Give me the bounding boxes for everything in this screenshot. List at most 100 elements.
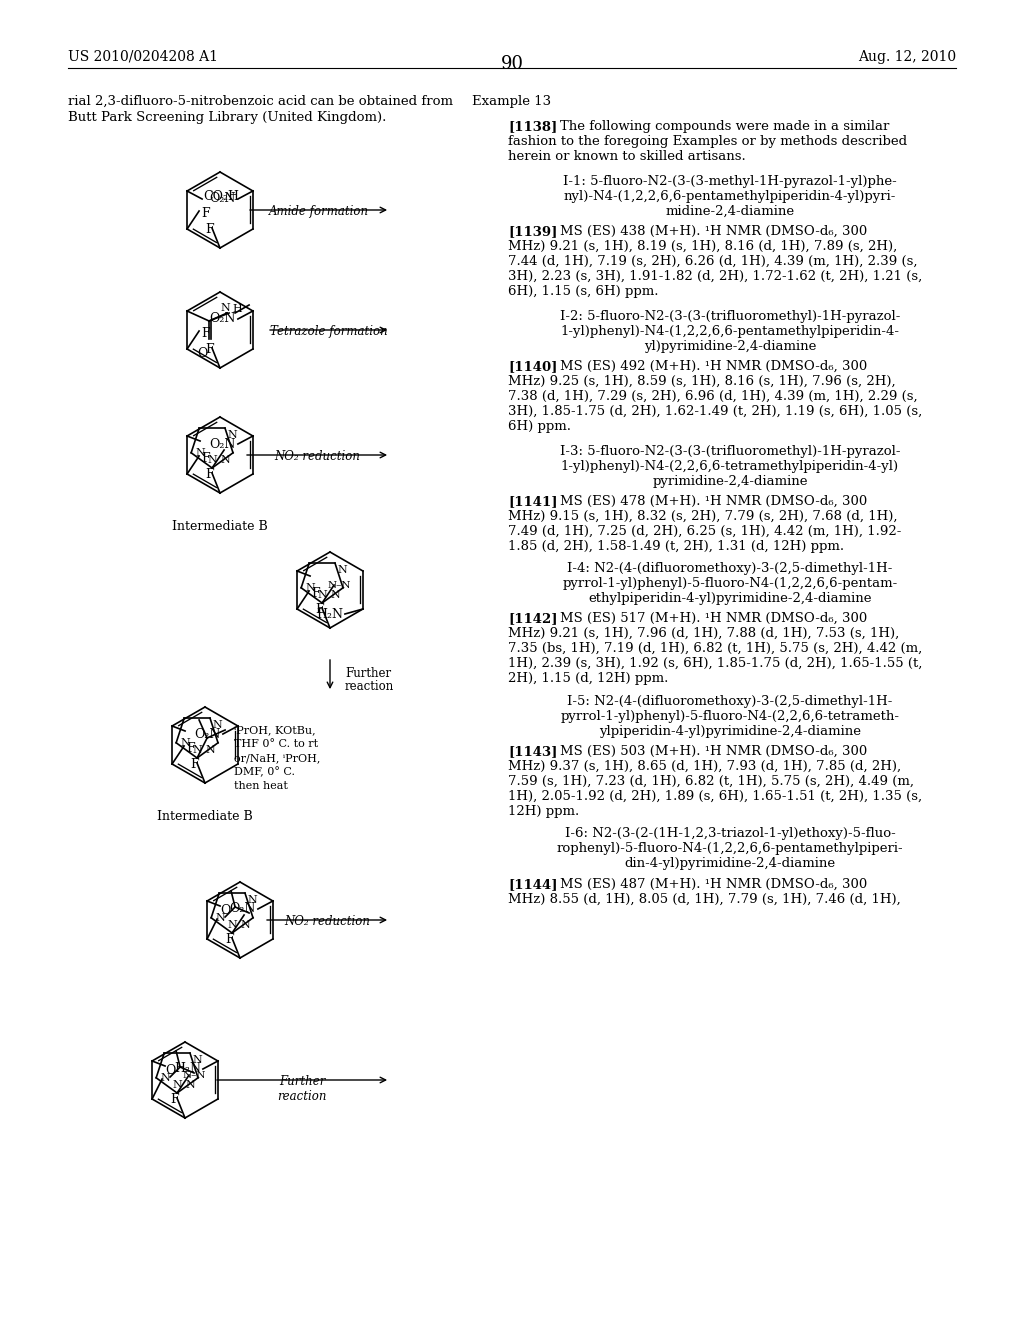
Text: H₂N: H₂N: [174, 1063, 201, 1076]
Text: 7.44 (d, 1H), 7.19 (s, 2H), 6.26 (d, 1H), 4.39 (m, 1H), 2.39 (s,: 7.44 (d, 1H), 7.19 (s, 2H), 6.26 (d, 1H)…: [508, 255, 918, 268]
Text: 90: 90: [501, 55, 523, 73]
Text: 7.59 (s, 1H), 7.23 (d, 1H), 6.82 (t, 1H), 5.75 (s, 2H), 4.49 (m,: 7.59 (s, 1H), 7.23 (d, 1H), 6.82 (t, 1H)…: [508, 775, 914, 788]
Text: din-4-yl)pyrimidine-2,4-diamine: din-4-yl)pyrimidine-2,4-diamine: [625, 857, 836, 870]
Text: Aug. 12, 2010: Aug. 12, 2010: [858, 50, 956, 63]
Text: 7.38 (d, 1H), 7.29 (s, 2H), 6.96 (d, 1H), 4.39 (m, 1H), 2.29 (s,: 7.38 (d, 1H), 7.29 (s, 2H), 6.96 (d, 1H)…: [508, 389, 918, 403]
Text: MHz) 9.25 (s, 1H), 8.59 (s, 1H), 8.16 (s, 1H), 7.96 (s, 2H),: MHz) 9.25 (s, 1H), 8.59 (s, 1H), 8.16 (s…: [508, 375, 896, 388]
Text: N: N: [331, 590, 340, 599]
Text: 3H), 1.85-1.75 (d, 2H), 1.62-1.49 (t, 2H), 1.19 (s, 6H), 1.05 (s,: 3H), 1.85-1.75 (d, 2H), 1.62-1.49 (t, 2H…: [508, 405, 923, 418]
Text: or/NaH, ⁱPrOH,: or/NaH, ⁱPrOH,: [234, 752, 321, 763]
Text: O₂N: O₂N: [210, 193, 236, 206]
Text: MS (ES) 517 (M+H). ¹H NMR (DMSO-d₆, 300: MS (ES) 517 (M+H). ¹H NMR (DMSO-d₆, 300: [560, 612, 867, 624]
Text: 1H), 2.39 (s, 3H), 1.92 (s, 6H), 1.85-1.75 (d, 2H), 1.65-1.55 (t,: 1H), 2.39 (s, 3H), 1.92 (s, 6H), 1.85-1.…: [508, 657, 923, 671]
Text: NO₂ reduction: NO₂ reduction: [284, 915, 370, 928]
Text: MS (ES) 478 (M+H). ¹H NMR (DMSO-d₆, 300: MS (ES) 478 (M+H). ¹H NMR (DMSO-d₆, 300: [560, 495, 867, 508]
Text: 1.85 (d, 2H), 1.58-1.49 (t, 2H), 1.31 (d, 12H) ppm.: 1.85 (d, 2H), 1.58-1.49 (t, 2H), 1.31 (d…: [508, 540, 844, 553]
Text: MS (ES) 487 (M+H). ¹H NMR (DMSO-d₆, 300: MS (ES) 487 (M+H). ¹H NMR (DMSO-d₆, 300: [560, 878, 867, 891]
Text: Further: Further: [345, 667, 391, 680]
Text: 7.49 (d, 1H), 7.25 (d, 2H), 6.25 (s, 1H), 4.42 (m, 1H), 1.92-: 7.49 (d, 1H), 7.25 (d, 2H), 6.25 (s, 1H)…: [508, 525, 901, 539]
Text: Tetrazole formation: Tetrazole formation: [269, 325, 387, 338]
Text: [1144]: [1144]: [508, 878, 557, 891]
Text: N: N: [337, 565, 347, 576]
Text: Intermediate B: Intermediate B: [157, 810, 253, 822]
Text: 1-yl)phenyl)-N4-(1,2,2,6,6-pentamethylpiperidin-4-: 1-yl)phenyl)-N4-(1,2,2,6,6-pentamethylpi…: [560, 325, 899, 338]
Text: F: F: [315, 603, 325, 616]
Text: N: N: [207, 455, 217, 465]
Text: I-3: 5-fluoro-N2-(3-(3-(trifluoromethyl)-1H-pyrazol-: I-3: 5-fluoro-N2-(3-(3-(trifluoromethyl)…: [560, 445, 900, 458]
Text: CO₂H: CO₂H: [203, 190, 239, 202]
Text: I-6: N2-(3-(2-(1H-1,2,3-triazol-1-yl)ethoxy)-5-fluo-: I-6: N2-(3-(2-(1H-1,2,3-triazol-1-yl)eth…: [564, 828, 895, 840]
Text: N: N: [241, 920, 250, 929]
Text: MS (ES) 503 (M+H). ¹H NMR (DMSO-d₆, 300: MS (ES) 503 (M+H). ¹H NMR (DMSO-d₆, 300: [560, 744, 867, 758]
Text: ethylpiperidin-4-yl)pyrimidine-2,4-diamine: ethylpiperidin-4-yl)pyrimidine-2,4-diami…: [588, 591, 871, 605]
Text: F: F: [186, 742, 195, 755]
Text: H₂N: H₂N: [316, 607, 343, 620]
Text: MHz) 9.21 (s, 1H), 8.19 (s, 1H), 8.16 (d, 1H), 7.89 (s, 2H),: MHz) 9.21 (s, 1H), 8.19 (s, 1H), 8.16 (d…: [508, 240, 897, 253]
Text: ylpiperidin-4-yl)pyrimidine-2,4-diamine: ylpiperidin-4-yl)pyrimidine-2,4-diamine: [599, 725, 861, 738]
Text: The following compounds were made in a similar: The following compounds were made in a s…: [560, 120, 890, 133]
Text: N: N: [205, 744, 215, 755]
Text: Example 13: Example 13: [472, 95, 552, 108]
Text: [1138]: [1138]: [508, 120, 557, 133]
Text: Intermediate B: Intermediate B: [172, 520, 268, 533]
Text: MHz) 9.21 (s, 1H), 7.96 (d, 1H), 7.88 (d, 1H), 7.53 (s, 1H),: MHz) 9.21 (s, 1H), 7.96 (d, 1H), 7.88 (d…: [508, 627, 899, 640]
Text: [1139]: [1139]: [508, 224, 557, 238]
Text: N: N: [305, 583, 315, 593]
Text: F: F: [201, 327, 210, 341]
Text: N: N: [227, 920, 237, 931]
Text: 6H) ppm.: 6H) ppm.: [508, 420, 571, 433]
Text: I-5: N2-(4-(difluoromethoxy)-3-(2,5-dimethyl-1H-: I-5: N2-(4-(difluoromethoxy)-3-(2,5-dime…: [567, 696, 893, 708]
Text: THF 0° C. to rt: THF 0° C. to rt: [234, 739, 318, 748]
Text: O: O: [165, 1064, 175, 1077]
Text: 3H), 2.23 (s, 3H), 1.91-1.82 (d, 2H), 1.72-1.62 (t, 2H), 1.21 (s,: 3H), 2.23 (s, 3H), 1.91-1.82 (d, 2H), 1.…: [508, 271, 923, 282]
Text: reaction: reaction: [345, 680, 394, 693]
Text: I-4: N2-(4-(difluoromethoxy)-3-(2,5-dimethyl-1H-: I-4: N2-(4-(difluoromethoxy)-3-(2,5-dime…: [567, 562, 893, 576]
Text: N: N: [220, 455, 230, 465]
Text: N: N: [180, 738, 189, 748]
Text: H: H: [232, 304, 242, 314]
Text: N: N: [160, 1073, 170, 1082]
Text: rial 2,3-difluoro-5-nitrobenzoic acid can be obtained from: rial 2,3-difluoro-5-nitrobenzoic acid ca…: [68, 95, 453, 108]
Text: N–N: N–N: [182, 1071, 206, 1080]
Text: O: O: [197, 347, 207, 360]
Text: 2H), 1.15 (d, 12H) ppm.: 2H), 1.15 (d, 12H) ppm.: [508, 672, 669, 685]
Text: pyrrol-1-yl)phenyl)-5-fluoro-N4-(2,2,6,6-tetrameth-: pyrrol-1-yl)phenyl)-5-fluoro-N4-(2,2,6,6…: [560, 710, 899, 723]
Text: O₂N: O₂N: [229, 903, 256, 916]
Text: N: N: [220, 304, 230, 313]
Text: NO₂ reduction: NO₂ reduction: [274, 450, 360, 463]
Text: 1H), 2.05-1.92 (d, 2H), 1.89 (s, 6H), 1.65-1.51 (t, 2H), 1.35 (s,: 1H), 2.05-1.92 (d, 2H), 1.89 (s, 6H), 1.…: [508, 789, 923, 803]
Text: ⁱPrOH, KOtBu,: ⁱPrOH, KOtBu,: [234, 725, 315, 735]
Text: N: N: [317, 590, 327, 601]
Text: F: F: [201, 451, 210, 465]
Text: US 2010/0204208 A1: US 2010/0204208 A1: [68, 50, 218, 63]
Text: 12H) ppm.: 12H) ppm.: [508, 805, 580, 818]
Text: pyrimidine-2,4-diamine: pyrimidine-2,4-diamine: [652, 475, 808, 488]
Text: F: F: [201, 207, 210, 220]
Text: N: N: [185, 1080, 195, 1090]
Text: pyrrol-1-yl)phenyl)-5-fluoro-N4-(1,2,2,6,6-pentam-: pyrrol-1-yl)phenyl)-5-fluoro-N4-(1,2,2,6…: [562, 577, 898, 590]
Text: then heat: then heat: [234, 781, 288, 791]
Text: N: N: [193, 744, 202, 755]
Text: MS (ES) 438 (M+H). ¹H NMR (DMSO-d₆, 300: MS (ES) 438 (M+H). ¹H NMR (DMSO-d₆, 300: [560, 224, 867, 238]
Text: F: F: [206, 469, 214, 480]
Text: [1140]: [1140]: [508, 360, 557, 374]
Text: N: N: [247, 895, 257, 906]
Text: [1142]: [1142]: [508, 612, 557, 624]
Text: N: N: [212, 721, 222, 730]
Text: fashion to the foregoing Examples or by methods described: fashion to the foregoing Examples or by …: [508, 135, 907, 148]
Text: O₂N: O₂N: [210, 313, 236, 326]
Text: N: N: [193, 1055, 202, 1065]
Text: O₂N: O₂N: [210, 437, 236, 450]
Text: 7.35 (bs, 1H), 7.19 (d, 1H), 6.82 (t, 1H), 5.75 (s, 2H), 4.42 (m,: 7.35 (bs, 1H), 7.19 (d, 1H), 6.82 (t, 1H…: [508, 642, 923, 655]
Text: F: F: [206, 223, 214, 236]
Text: N: N: [196, 447, 205, 458]
Text: F: F: [190, 758, 200, 771]
Text: N–N: N–N: [328, 581, 351, 590]
Text: F: F: [311, 587, 319, 601]
Text: rophenyl)-5-fluoro-N4-(1,2,2,6,6-pentamethylpiperi-: rophenyl)-5-fluoro-N4-(1,2,2,6,6-pentame…: [557, 842, 903, 855]
Text: herein or known to skilled artisans.: herein or known to skilled artisans.: [508, 150, 745, 162]
Text: MHz) 9.15 (s, 1H), 8.32 (s, 2H), 7.79 (s, 2H), 7.68 (d, 1H),: MHz) 9.15 (s, 1H), 8.32 (s, 2H), 7.79 (s…: [508, 510, 897, 523]
Text: Butt Park Screening Library (United Kingdom).: Butt Park Screening Library (United King…: [68, 111, 386, 124]
Text: nyl)-N4-(1,2,2,6,6-pentamethylpiperidin-4-yl)pyri-: nyl)-N4-(1,2,2,6,6-pentamethylpiperidin-…: [564, 190, 896, 203]
Text: MHz) 9.37 (s, 1H), 8.65 (d, 1H), 7.93 (d, 1H), 7.85 (d, 2H),: MHz) 9.37 (s, 1H), 8.65 (d, 1H), 7.93 (d…: [508, 760, 901, 774]
